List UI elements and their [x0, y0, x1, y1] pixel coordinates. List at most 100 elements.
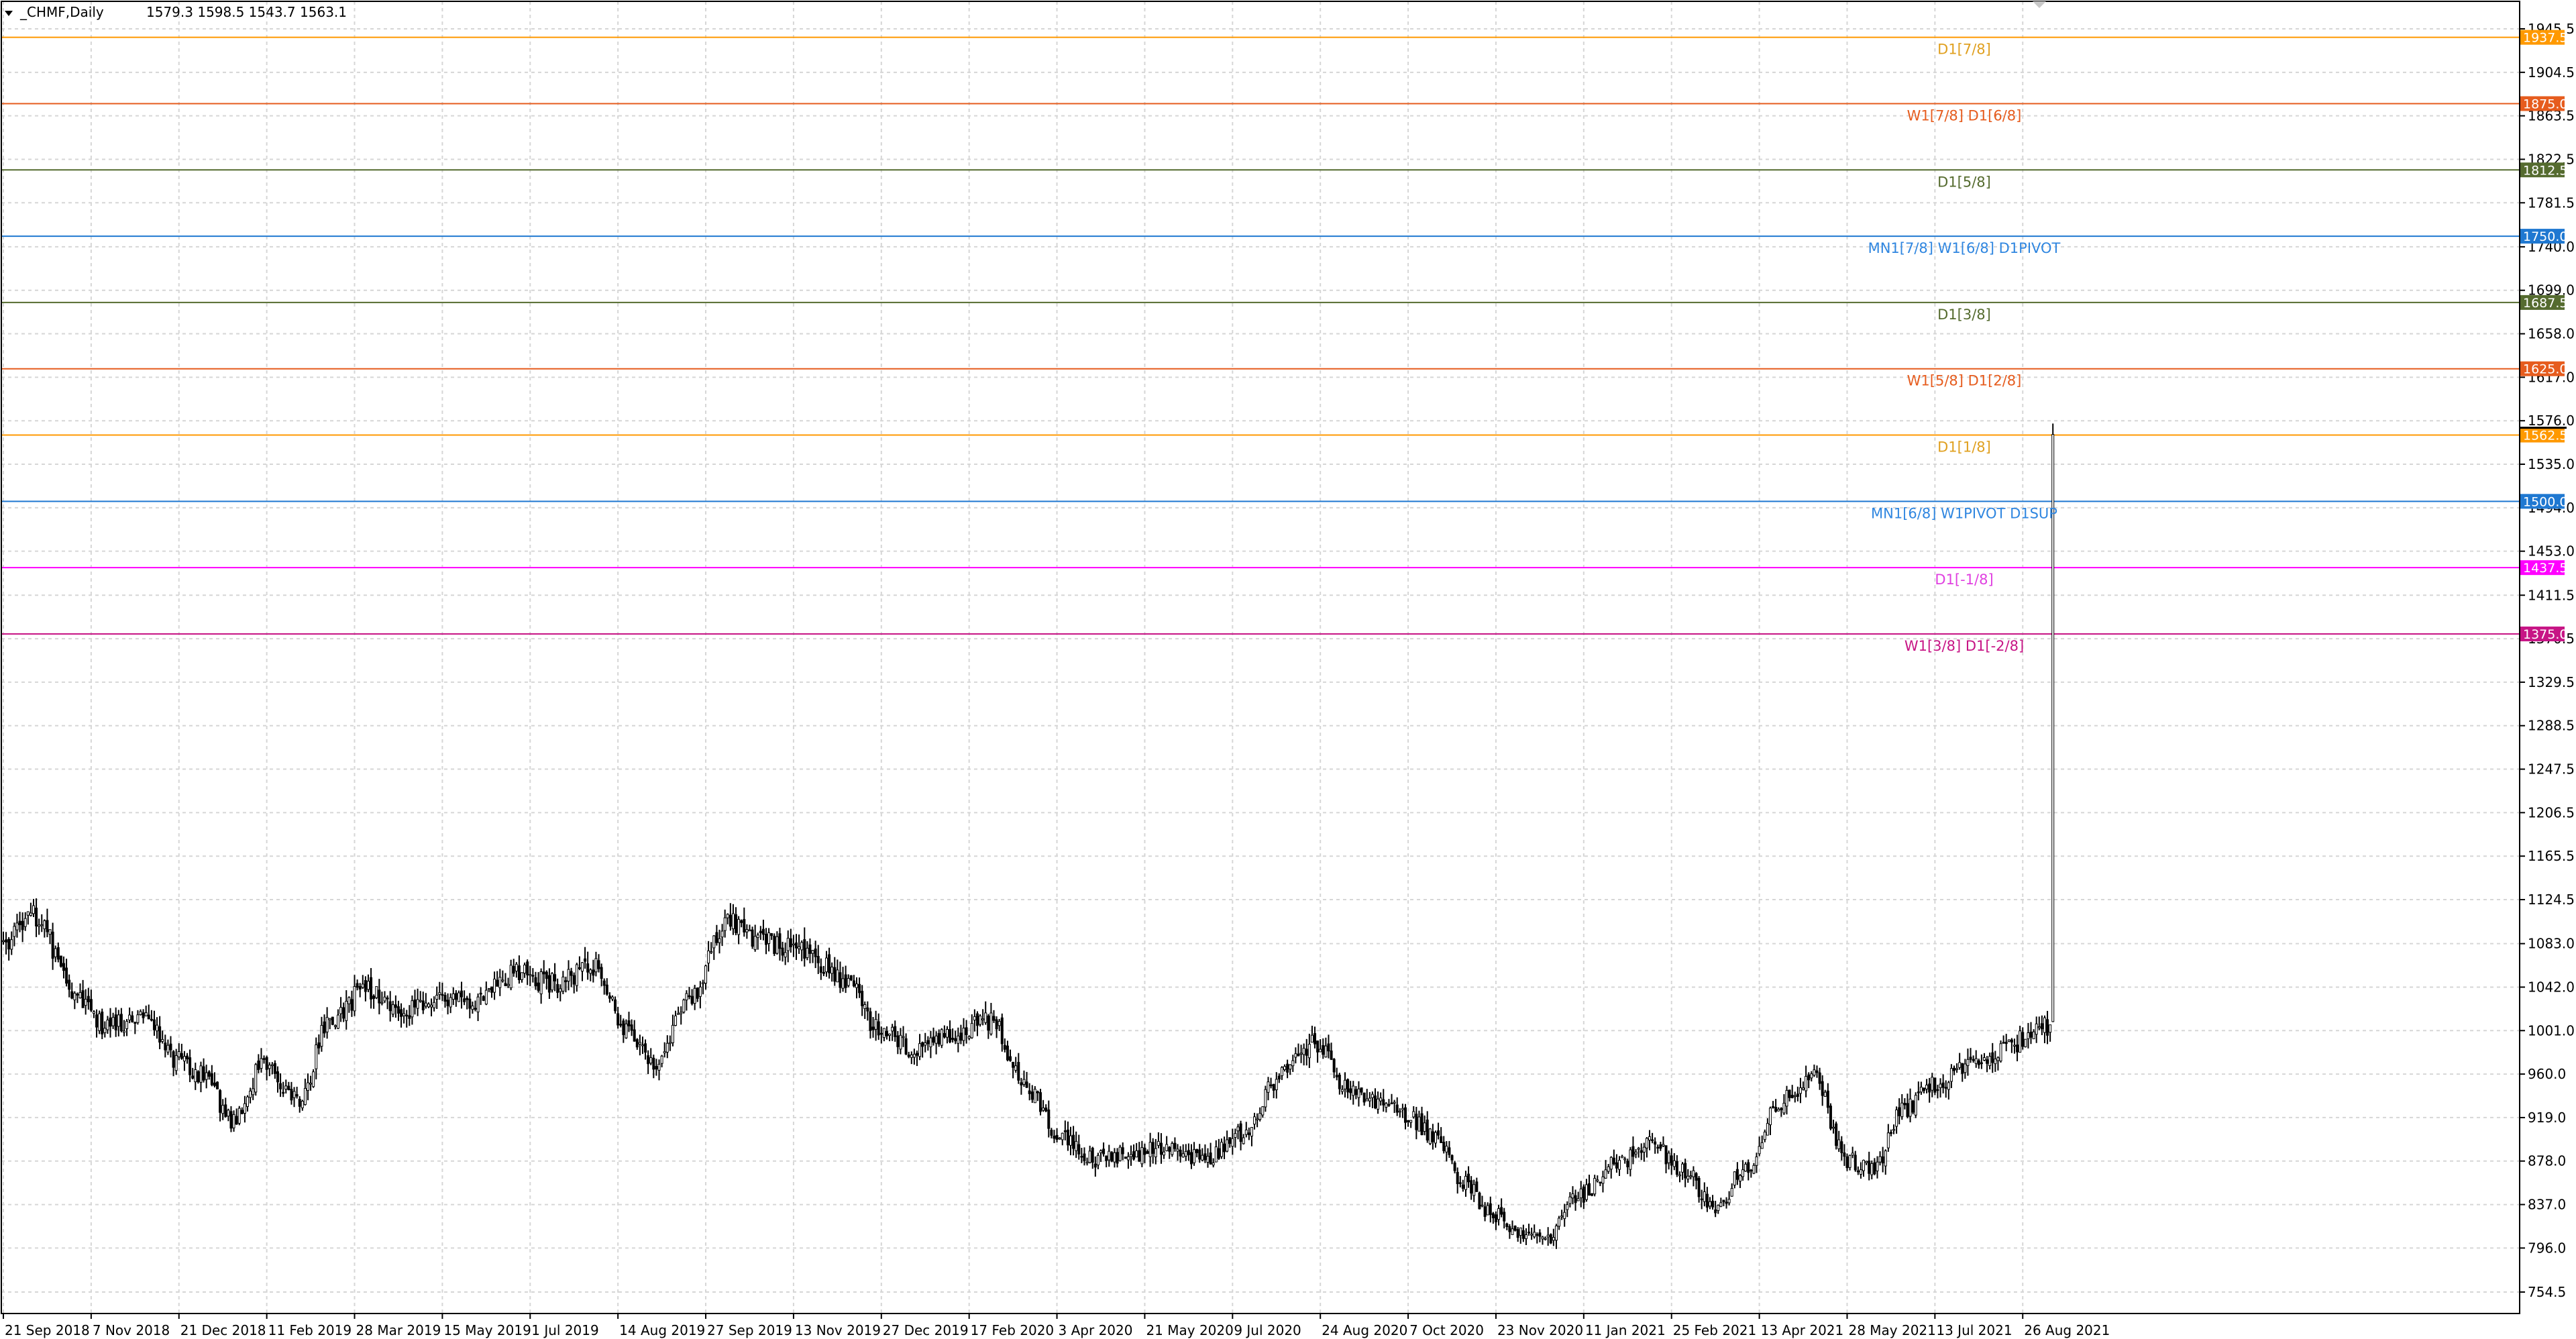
triangle-down-icon[interactable]	[5, 11, 13, 16]
candle	[408, 1005, 411, 1026]
candle	[133, 1021, 137, 1034]
candle	[1813, 1064, 1816, 1077]
candle	[109, 1008, 112, 1038]
candle	[575, 963, 578, 992]
candle	[394, 995, 397, 1018]
x-tick-label: 17 Feb 2020	[971, 1322, 1054, 1338]
candle	[1503, 1208, 1506, 1229]
candle	[729, 903, 732, 931]
candle	[51, 922, 54, 970]
x-tick-label: 24 Aug 2020	[1322, 1322, 1407, 1338]
candle	[660, 1055, 663, 1068]
candle	[1420, 1106, 1424, 1136]
candle	[726, 913, 729, 924]
candle	[1662, 1136, 1665, 1147]
candle	[1102, 1142, 1106, 1157]
candle	[1401, 1104, 1404, 1118]
candle	[1481, 1195, 1484, 1208]
y-tick-label: 1206.5	[2528, 804, 2575, 820]
candle	[1832, 1120, 1835, 1134]
candle	[828, 947, 831, 979]
candle	[1163, 1146, 1166, 1159]
candle	[1319, 1039, 1322, 1053]
candle	[1664, 1145, 1668, 1173]
candle	[29, 902, 32, 917]
candle	[592, 959, 595, 983]
candle	[366, 974, 370, 993]
candle	[1538, 1229, 1542, 1242]
candle	[608, 992, 611, 1003]
candle	[1302, 1043, 1305, 1066]
candle	[578, 956, 581, 971]
candle	[1588, 1175, 1591, 1196]
candle	[1289, 1064, 1292, 1075]
candle	[685, 990, 688, 1011]
candle	[904, 1033, 908, 1055]
candle	[523, 962, 527, 978]
candle	[765, 928, 768, 955]
candle	[1108, 1144, 1111, 1167]
candle	[62, 956, 65, 979]
candle	[696, 987, 699, 1002]
candle	[1675, 1155, 1678, 1177]
candle	[1472, 1179, 1476, 1202]
candle	[1815, 1065, 1819, 1078]
level-price-tag-text: 1750.0	[2523, 229, 2567, 244]
candle	[1344, 1072, 1347, 1098]
candle	[1198, 1144, 1201, 1163]
candle	[553, 963, 557, 992]
level-label: D1[5/8]	[1937, 174, 1991, 190]
candle	[2, 931, 5, 945]
candle	[279, 1073, 282, 1097]
candle	[1931, 1073, 1934, 1097]
candle	[1799, 1077, 1802, 1104]
candle	[1009, 1049, 1012, 1062]
candle	[926, 1036, 930, 1051]
candle	[852, 975, 855, 987]
candle	[325, 1007, 329, 1039]
candle	[879, 1026, 883, 1044]
candle	[287, 1081, 290, 1091]
candle	[26, 911, 30, 925]
candle	[1840, 1136, 1843, 1161]
candle	[150, 1010, 153, 1022]
candle	[402, 1008, 406, 1024]
y-tick-label: 1288.5	[2528, 718, 2575, 734]
x-tick-label: 27 Sep 2019	[707, 1322, 792, 1338]
x-tick-label: 28 May 2021	[1848, 1322, 1935, 1338]
shift-marker-icon[interactable]	[2033, 1, 2046, 8]
candle	[745, 924, 749, 939]
y-tick-label: 1329.5	[2528, 674, 2575, 690]
candle	[1025, 1071, 1028, 1088]
candle	[1201, 1148, 1204, 1162]
candle	[1297, 1043, 1300, 1057]
level-price-tag	[2520, 96, 2565, 111]
candle	[1826, 1083, 1829, 1114]
level-label: D1[-1/8]	[1935, 572, 1993, 588]
candle	[1621, 1155, 1624, 1159]
candle	[1390, 1093, 1393, 1105]
y-tick-label: 754.5	[2528, 1284, 2566, 1300]
candle	[1346, 1078, 1350, 1099]
candle	[715, 924, 718, 946]
candle	[1923, 1087, 1925, 1093]
candle	[142, 1009, 145, 1024]
candle	[1796, 1086, 1799, 1102]
candle	[240, 1107, 244, 1115]
y-tick-label: 1001.0	[2528, 1022, 2575, 1038]
candle	[1176, 1144, 1179, 1161]
candle	[1116, 1148, 1119, 1168]
candle	[896, 1030, 900, 1055]
candle	[1305, 1038, 1308, 1066]
candle	[1291, 1055, 1295, 1072]
candle	[1966, 1049, 1970, 1076]
candle	[1003, 1038, 1006, 1053]
candle	[1750, 1169, 1753, 1178]
candle	[1697, 1176, 1701, 1203]
y-tick-label: 1658.0	[2528, 326, 2575, 342]
candle	[959, 1024, 963, 1045]
candle	[125, 1019, 129, 1036]
candle	[466, 996, 469, 1010]
candle	[822, 965, 825, 977]
